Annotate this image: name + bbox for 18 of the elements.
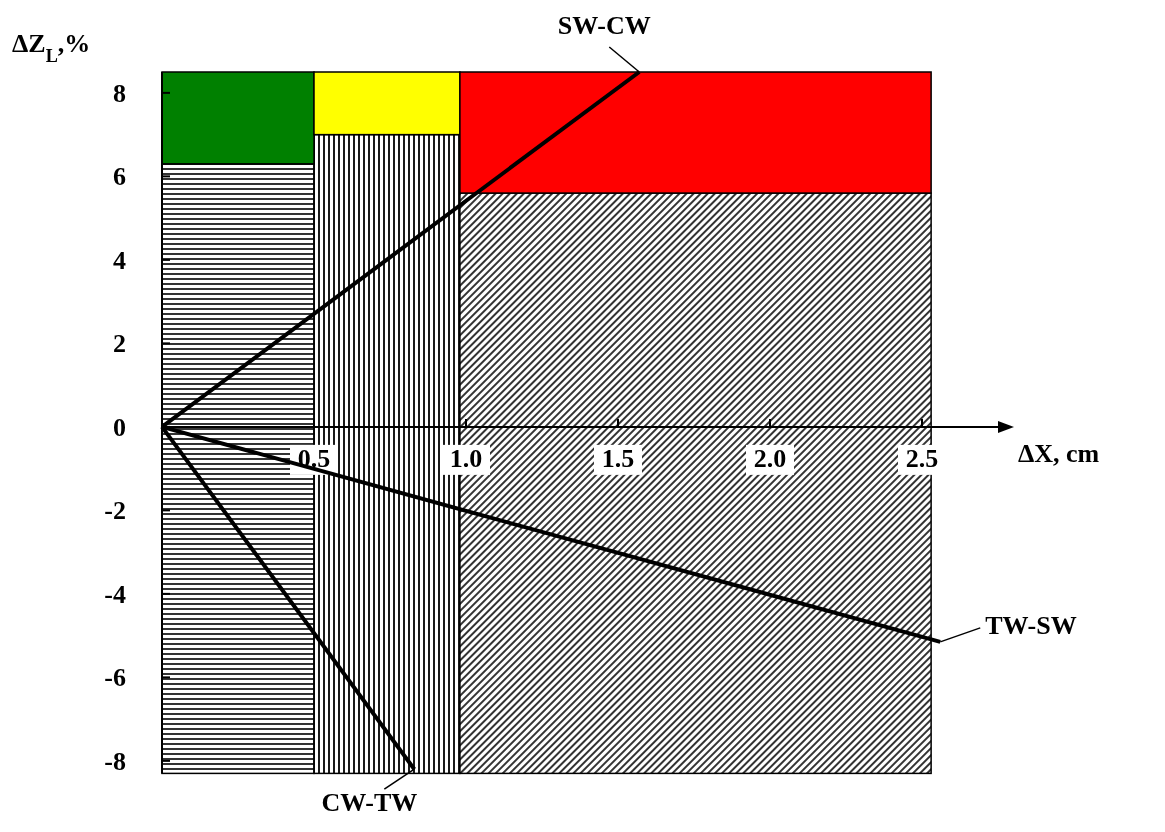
y-tick-label: 6 xyxy=(113,162,126,192)
y-tick-label: 2 xyxy=(113,329,126,359)
y-tick-label: 4 xyxy=(113,245,126,275)
x-axis-title: ΔX, cm xyxy=(1018,438,1100,468)
legend-label: TW-SW xyxy=(985,610,1077,640)
series-label: CW-TW xyxy=(321,788,418,818)
series-label: SW-CW xyxy=(557,11,651,40)
x-tick-label: 1.5 xyxy=(601,443,635,473)
y-tick-label: -4 xyxy=(104,579,126,609)
y-tick-label: 0 xyxy=(113,412,126,442)
x-tick-label: 1.0 xyxy=(449,443,483,473)
x-tick-label: 2.0 xyxy=(753,443,787,473)
y-axis-title: ΔZ$_{L}$,% xyxy=(12,29,91,66)
y-tick-label: -2 xyxy=(104,496,126,526)
y-tick-label: -6 xyxy=(104,663,126,693)
y-tick-label: 8 xyxy=(113,78,126,108)
y-tick-label: -8 xyxy=(104,746,126,776)
x-tick-label: 2.5 xyxy=(905,443,939,473)
